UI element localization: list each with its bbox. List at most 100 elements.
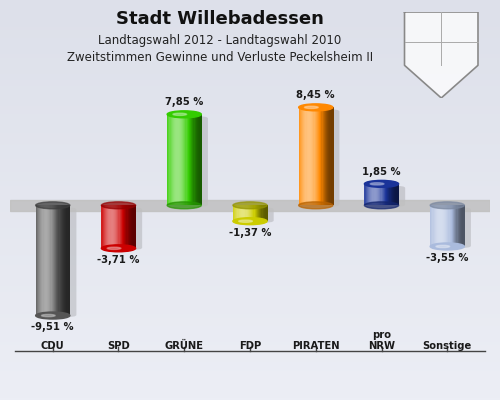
Bar	[320, 107, 322, 205]
Bar	[312, 107, 314, 205]
Bar	[116, 205, 118, 248]
Bar	[434, 205, 436, 246]
Bar	[368, 184, 370, 205]
Ellipse shape	[364, 202, 398, 209]
Text: 1,85 %: 1,85 %	[362, 167, 401, 177]
Ellipse shape	[304, 106, 318, 108]
Bar	[176, 114, 178, 205]
Bar	[308, 107, 310, 205]
Bar	[234, 205, 236, 221]
Bar	[190, 114, 192, 205]
Ellipse shape	[233, 218, 267, 225]
Bar	[66, 205, 67, 316]
Ellipse shape	[238, 220, 252, 222]
Bar	[257, 205, 258, 221]
Bar	[56, 205, 58, 316]
FancyBboxPatch shape	[436, 207, 471, 248]
Bar	[68, 205, 70, 316]
Bar	[330, 107, 331, 205]
Bar	[442, 205, 444, 246]
Bar	[189, 114, 190, 205]
Bar	[47, 205, 49, 316]
Bar	[130, 205, 132, 248]
Bar	[364, 184, 366, 205]
Bar	[384, 184, 386, 205]
Bar	[438, 205, 440, 246]
FancyBboxPatch shape	[240, 207, 274, 223]
Bar	[248, 205, 250, 221]
Bar	[113, 205, 114, 248]
Bar	[114, 205, 116, 248]
Bar	[316, 107, 318, 205]
Bar	[183, 114, 185, 205]
Bar	[328, 107, 330, 205]
Bar	[452, 205, 454, 246]
Ellipse shape	[42, 314, 55, 317]
Bar	[448, 205, 450, 246]
Bar	[240, 205, 242, 221]
Bar	[385, 184, 386, 205]
Bar	[46, 205, 48, 316]
Bar	[259, 205, 261, 221]
Bar	[182, 114, 184, 205]
Bar	[249, 205, 250, 221]
Bar	[191, 114, 193, 205]
Bar	[444, 205, 446, 246]
Ellipse shape	[430, 202, 464, 209]
Bar	[306, 107, 308, 205]
Ellipse shape	[102, 245, 136, 252]
Bar	[462, 205, 464, 246]
Bar	[395, 184, 397, 205]
Bar	[39, 205, 41, 316]
Text: GRÜNE: GRÜNE	[164, 341, 203, 351]
Ellipse shape	[298, 202, 333, 209]
Bar	[235, 205, 237, 221]
Bar	[388, 184, 390, 205]
Bar	[309, 107, 310, 205]
Bar	[440, 205, 441, 246]
Bar	[394, 184, 396, 205]
Bar	[366, 184, 368, 205]
Bar	[200, 114, 202, 205]
Bar	[442, 205, 444, 246]
Ellipse shape	[107, 247, 121, 250]
Text: -3,55 %: -3,55 %	[426, 254, 469, 264]
Bar	[252, 205, 254, 221]
Bar	[62, 205, 64, 316]
Bar	[434, 205, 436, 246]
Bar	[63, 205, 65, 316]
Bar	[172, 114, 173, 205]
Bar	[197, 114, 198, 205]
Bar	[48, 205, 50, 316]
Bar	[300, 107, 302, 205]
Bar	[42, 205, 43, 316]
Bar	[180, 114, 182, 205]
Bar	[167, 114, 169, 205]
Bar	[455, 205, 457, 246]
FancyBboxPatch shape	[174, 116, 208, 207]
Bar	[390, 184, 392, 205]
Ellipse shape	[233, 202, 267, 209]
Bar	[251, 205, 253, 221]
Bar	[319, 107, 321, 205]
Bar	[432, 205, 434, 246]
Ellipse shape	[167, 202, 202, 209]
Bar	[60, 205, 62, 316]
Bar	[246, 205, 248, 221]
Bar	[236, 205, 238, 221]
Bar	[124, 205, 126, 248]
FancyBboxPatch shape	[42, 207, 76, 317]
Bar	[131, 205, 133, 248]
Bar	[40, 205, 42, 316]
Bar	[102, 205, 104, 248]
Bar	[382, 184, 384, 205]
Bar	[432, 205, 433, 246]
Bar	[463, 205, 465, 246]
Bar	[121, 205, 122, 248]
Bar	[50, 205, 51, 316]
Bar	[42, 205, 44, 316]
Bar	[120, 205, 122, 248]
Bar	[246, 205, 247, 221]
Bar	[238, 205, 240, 221]
Bar	[330, 107, 332, 205]
